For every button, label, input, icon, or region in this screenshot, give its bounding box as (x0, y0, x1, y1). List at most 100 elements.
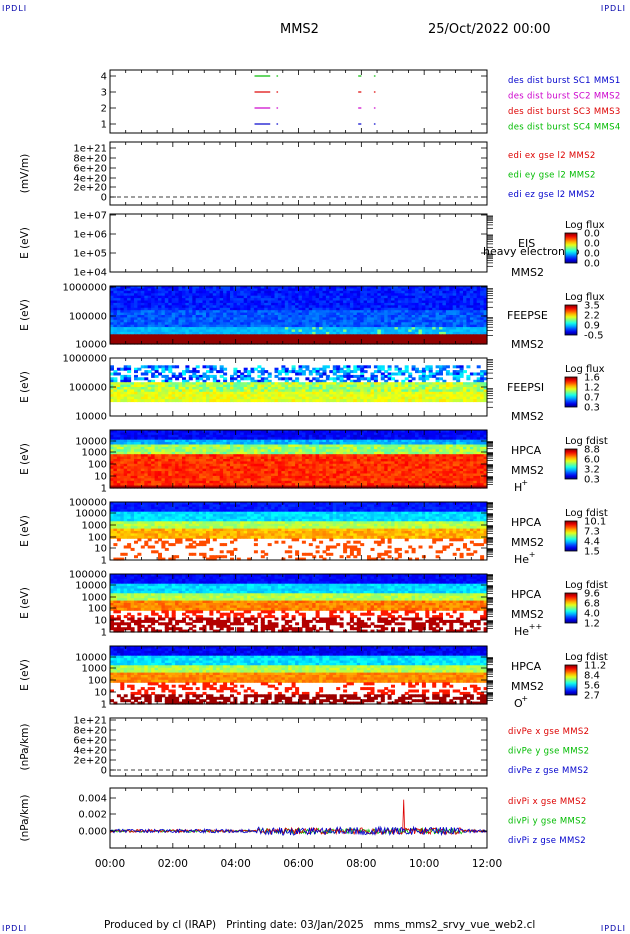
heatmap-cell (253, 300, 258, 304)
heatmap-cell (343, 315, 348, 318)
heatmap-cell (288, 288, 293, 292)
heatmap-cell (158, 286, 162, 289)
heatmap-cell (404, 324, 409, 328)
heatmap-cell (336, 300, 341, 304)
heatmap-cell (387, 307, 392, 311)
heatmap-cell (298, 317, 303, 321)
heatmap-cell (418, 307, 423, 311)
heatmap-cell (161, 295, 166, 299)
heatmap-cell (391, 317, 395, 321)
heatmap-cell (164, 319, 169, 323)
heatmap-cell (466, 286, 471, 289)
heatmap-cell (315, 302, 320, 306)
heatmap-cell (288, 305, 293, 309)
heatmap-cell (411, 286, 416, 289)
heatmap-cell (411, 298, 416, 302)
heatmap-cell (178, 300, 183, 304)
heatmap-cell (480, 307, 485, 311)
heatmap-cell (459, 302, 464, 306)
heatmap-cell (120, 302, 125, 306)
heatmap-cell (329, 315, 334, 318)
heatmap-cell (120, 317, 125, 321)
heatmap-cell (459, 324, 464, 328)
heatmap-cell (223, 286, 228, 289)
heatmap-cell (449, 322, 454, 326)
heatmap-cell (144, 372, 149, 376)
heatmap-cell (110, 293, 114, 297)
heatmap-cell (243, 288, 248, 292)
heatmap-cell (192, 329, 197, 333)
heatmap-cell (202, 305, 207, 309)
heatmap-cell (295, 312, 300, 316)
heatmap-cell (116, 295, 121, 299)
heatmap-cell (356, 322, 361, 326)
heatmap-cell (277, 290, 282, 294)
heatmap-cell (168, 317, 173, 321)
heatmap-cell (243, 324, 248, 328)
heatmap-cell (216, 399, 221, 403)
heatmap-cell (442, 307, 447, 311)
heatmap-cell (452, 322, 457, 326)
heatmap-cell (346, 312, 351, 316)
heatmap-cell (408, 317, 413, 321)
heatmap-cell (469, 298, 474, 302)
heatmap-cell (459, 300, 464, 304)
heatmap-cell (373, 300, 378, 304)
heatmap-cell (425, 310, 430, 314)
heatmap-cell (363, 295, 368, 299)
heatmap-cell (387, 312, 392, 316)
heatmap-cell (158, 329, 162, 333)
heatmap-cell (253, 327, 258, 331)
heatmap-cell (168, 290, 173, 294)
heatmap-cell (161, 293, 166, 297)
heatmap-cell (421, 307, 426, 311)
heatmap-cell (291, 399, 296, 403)
heatmap-cell (356, 312, 361, 316)
heatmap-cell (182, 324, 186, 328)
heatmap-cell (144, 329, 149, 333)
heatmap-cell (260, 290, 265, 294)
heatmap-cell (439, 300, 443, 304)
heatmap-cell (151, 302, 156, 306)
heatmap-cell (360, 322, 365, 326)
heatmap-cell (343, 290, 348, 294)
heatmap-cell (182, 317, 186, 321)
heatmap-cell (394, 324, 399, 328)
heatmap-cell (271, 298, 276, 302)
heatmap-cell (291, 327, 296, 331)
heatmap-cell (202, 319, 207, 323)
heatmap-cell (336, 305, 341, 309)
heatmap-cell (236, 300, 241, 304)
heatmap-cell (291, 319, 296, 323)
heatmap-cell (377, 315, 382, 318)
heatmap-cell (445, 315, 450, 318)
heatmap-cell (332, 399, 337, 403)
heatmap-cell (281, 324, 286, 328)
heatmap-cell (130, 319, 135, 323)
heatmap-cell (305, 300, 310, 304)
heatmap-cell (476, 286, 481, 289)
heatmap-cell (463, 327, 467, 331)
heatmap-cell (250, 305, 255, 309)
heatmap-cell (154, 295, 159, 299)
heatmap-cell (175, 300, 180, 304)
heatmap-cell (236, 327, 241, 331)
heatmap-cell (127, 317, 132, 321)
heatmap-cell (415, 293, 419, 297)
heatmap-cell (154, 312, 159, 316)
heatmap-cell (319, 324, 324, 328)
heatmap-cell (387, 327, 392, 331)
heatmap-cell (387, 286, 392, 289)
heatmap-cell (257, 298, 262, 302)
heatmap-cell (243, 315, 248, 318)
heatmap-cell (356, 293, 361, 297)
heatmap-cell (408, 290, 413, 294)
heatmap-cell (230, 293, 234, 297)
heatmap-cell (480, 399, 485, 403)
heatmap-cell (415, 310, 419, 314)
heatmap-cell (435, 300, 440, 304)
heatmap-cell (401, 319, 406, 323)
heatmap-cell (253, 290, 258, 294)
heatmap-cell (377, 370, 382, 374)
heatmap-cell (442, 305, 447, 309)
